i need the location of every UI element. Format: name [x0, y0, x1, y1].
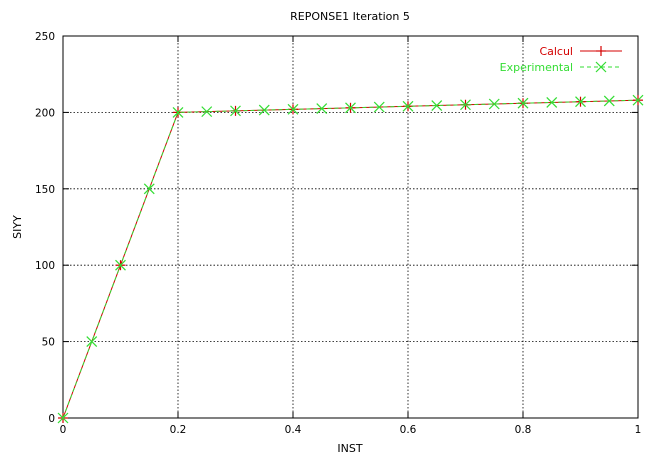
x-tick-label: 1	[635, 424, 642, 436]
data-point-experimental-d2	[402, 100, 414, 112]
legend-label-calcul: Calcul	[539, 45, 573, 58]
y-tick-label: 150	[35, 184, 55, 196]
legend: Calcul Experimental	[500, 45, 622, 74]
data-point-experimental-d2	[488, 98, 500, 110]
y-tick-label: 200	[35, 107, 55, 119]
data-point-experimental	[431, 100, 443, 111]
data-point-experimental	[345, 102, 356, 114]
data-point-experimental-d2	[230, 105, 241, 117]
data-point-experimental	[201, 106, 213, 118]
data-point-experimental	[460, 99, 471, 111]
y-tick-label: 250	[35, 31, 55, 43]
data-point-experimental	[603, 95, 615, 107]
series-group	[57, 94, 644, 424]
y-tick-label: 0	[48, 413, 55, 425]
data-point-experimental	[373, 101, 385, 113]
data-point-experimental	[86, 336, 98, 348]
data-point-experimental-d2	[316, 103, 328, 115]
x-tick-label: 0.8	[515, 424, 532, 436]
data-point-experimental	[517, 97, 529, 109]
data-point-experimental	[488, 98, 500, 110]
x-tick-label: 0.2	[170, 424, 187, 436]
chart-title: REPONSE1 Iteration 5	[290, 10, 410, 23]
data-point-experimental-d2	[517, 97, 529, 109]
legend-marker-calcul	[596, 46, 606, 56]
data-point-experimental-d2	[258, 104, 270, 116]
data-point-experimental-d2	[57, 412, 69, 424]
data-point-experimental	[57, 412, 69, 424]
plot-frame	[62, 35, 639, 419]
data-point-experimental-d2	[287, 103, 299, 115]
data-point-experimental-d2	[115, 259, 126, 271]
x-tick-label: 0	[60, 424, 67, 436]
data-point-experimental	[575, 96, 586, 108]
data-point-experimental-d2	[86, 336, 98, 348]
data-point-experimental	[546, 97, 558, 108]
y-axis-title: SIYY	[11, 215, 24, 239]
y-tick-label: 50	[42, 337, 55, 349]
data-point-experimental-d2	[172, 106, 184, 118]
data-point-experimental-d2	[546, 97, 558, 108]
data-point-experimental	[172, 106, 184, 118]
axis-ticks	[62, 35, 639, 419]
data-point-experimental-d2	[431, 100, 443, 111]
y-tick-labels: 0 50 100 150 200 250	[35, 31, 55, 425]
data-point-experimental	[230, 105, 241, 117]
data-point-experimental	[287, 103, 299, 115]
data-point-experimental-d2	[373, 101, 385, 113]
data-point-experimental	[402, 100, 414, 112]
data-point-experimental-d2	[603, 95, 615, 107]
data-point-experimental-d2	[632, 94, 644, 106]
data-point-experimental-d2	[575, 96, 586, 108]
data-point-experimental-d2	[460, 99, 471, 111]
series-experimental	[57, 94, 644, 424]
data-point-experimental-d2	[201, 106, 213, 118]
y-tick-label: 100	[35, 260, 55, 272]
x-tick-label: 0.4	[285, 424, 302, 436]
data-point-experimental-d2	[345, 102, 356, 114]
legend-marker-experimental-d2	[595, 61, 607, 73]
data-point-experimental	[143, 183, 155, 195]
x-axis-title: INST	[337, 442, 362, 455]
data-point-experimental	[115, 259, 126, 271]
data-point-experimental	[258, 104, 270, 116]
data-point-experimental	[316, 103, 328, 115]
x-tick-labels: 0 0.2 0.4 0.6 0.8 1	[60, 424, 642, 436]
legend-marker-experimental	[595, 61, 607, 73]
data-point-experimental-d2	[143, 183, 155, 195]
data-point-experimental	[632, 94, 644, 106]
legend-label-experimental: Experimental	[500, 61, 573, 74]
x-tick-label: 0.6	[400, 424, 417, 436]
